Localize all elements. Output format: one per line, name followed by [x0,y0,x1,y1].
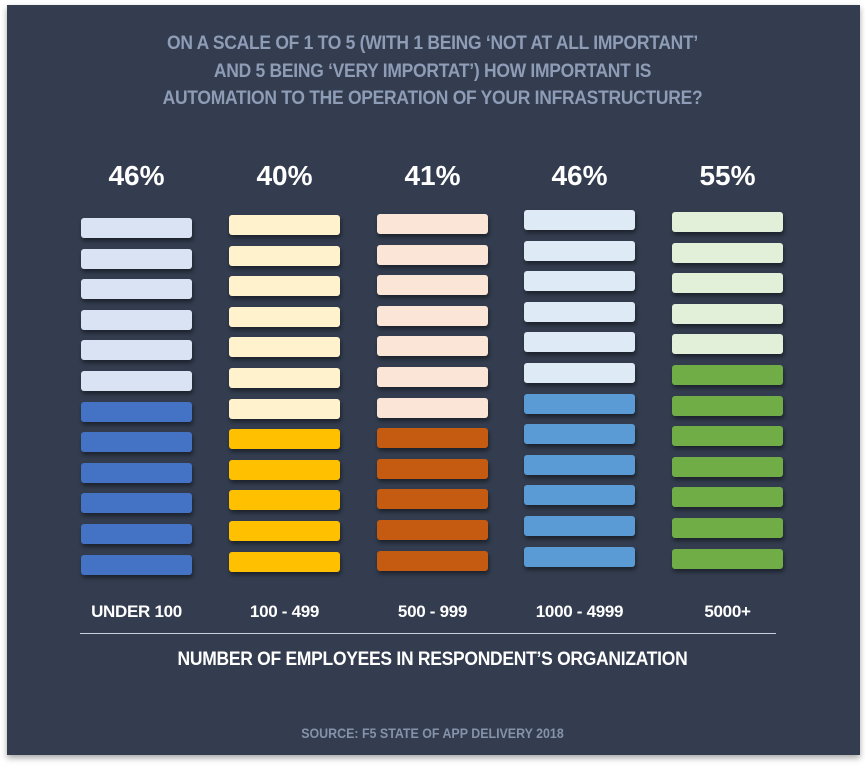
bar-segment-filled [229,459,340,480]
bar-segment-filled [229,551,340,572]
bar-segment-filled [672,456,783,477]
value-label: 41% [404,160,461,191]
bar-segment-empty [524,332,635,353]
bar-segment-empty [524,271,635,292]
bar-segment-filled [81,462,192,483]
bar-segment-filled [524,485,635,506]
bar-segment-filled [377,458,488,479]
bar-segment-empty [672,303,783,324]
bar-segment-filled [377,428,488,449]
bar-segment-filled [229,429,340,450]
bar-segment-empty [377,214,488,234]
bar-segment-empty [377,367,488,387]
bar-segment-empty [229,368,340,388]
title-line: ON A SCALE OF 1 TO 5 (WITH 1 BEING ‘NOT … [166,33,699,54]
bar-segment-filled [524,393,635,414]
bar-segment-empty [524,363,635,383]
bar-segment-filled [672,548,783,569]
bar-segment-empty [229,337,340,358]
bar-segment-empty [81,279,192,300]
bar-segment-empty [524,240,635,261]
chart-title: ON A SCALE OF 1 TO 5 (WITH 1 BEING ‘NOT … [35,30,831,113]
axis-divider [80,633,776,634]
bar-segment-filled [672,395,783,416]
category-label: 500 - 999 [397,602,468,621]
bar-segment-empty [81,218,192,238]
bar-segment-filled [672,365,783,385]
bar-segment-filled [524,424,635,445]
bar-segment-empty [81,248,192,269]
bar-segment-filled [377,550,488,571]
bar-segment-empty [377,336,488,357]
bar-segment-empty [672,242,783,263]
value-label: 46% [551,160,608,191]
bar-segment-filled [81,554,192,575]
bar-segment-filled [377,489,488,510]
bar-segment-filled [81,401,192,422]
x-axis-label: NUMBER OF EMPLOYEES IN RESPONDENT’S ORGA… [177,649,688,670]
bar-segment-empty [524,210,635,230]
bar-segment-filled [524,454,635,475]
bar-segment-empty [672,334,783,355]
bar-segment-filled [672,518,783,538]
bar-segment-empty [229,276,340,297]
bar-segment-filled [81,524,192,544]
bar-segment-empty [81,309,192,330]
bar-segment-empty [81,340,192,361]
source-note: SOURCE: F5 STATE OF APP DELIVERY 2018 [301,726,564,741]
bar-segment-filled [672,426,783,447]
bar-segment-empty [229,245,340,266]
bar-segment-filled [81,432,192,453]
title-line: AND 5 BEING ‘VERY IMPORTAT’) HOW IMPORTA… [213,60,652,82]
category-label: 5000+ [704,602,751,621]
bar-segment-filled [524,516,635,536]
bar-segment-filled [524,546,635,567]
bar-segment-filled [377,520,488,540]
bar-segment-empty [377,305,488,326]
value-label: 46% [108,160,165,191]
category-label: UNDER 100 [91,602,182,621]
bar-segment-empty [377,244,488,265]
bar-segment-empty [377,275,488,296]
bar-segment-empty [229,215,340,235]
category-label: 1000 - 4999 [535,602,624,621]
bar-segment-filled [229,521,340,541]
bar-segment-empty [524,301,635,322]
bar-segment-empty [229,398,340,419]
bar-segment-filled [81,493,192,514]
bar-segment-empty [229,306,340,327]
bar-segment-empty [672,212,783,232]
category-label: 100 - 499 [249,602,320,621]
bar-segment-empty [377,397,488,418]
bar-segment-filled [229,490,340,511]
value-label: 40% [256,160,313,191]
bar-segment-empty [81,371,192,391]
title-line: AUTOMATION TO THE OPERATION OF YOUR INFR… [162,88,703,109]
value-label: 55% [699,160,756,191]
bar-segment-filled [672,487,783,508]
bar-segment-empty [672,273,783,294]
